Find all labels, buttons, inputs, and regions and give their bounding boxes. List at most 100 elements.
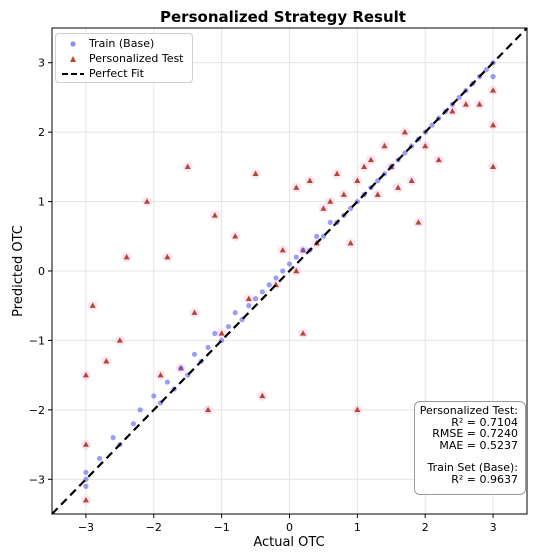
y-tick-label: −1: [29, 334, 45, 347]
train-point: [273, 275, 279, 281]
personalized-mae: MAE = 0.5237: [439, 438, 518, 452]
train-point: [429, 122, 435, 128]
legend-item-personalized-test: Personalized Test: [56, 52, 192, 66]
test-point: [191, 309, 198, 315]
train-point: [178, 365, 184, 371]
train-point: [259, 289, 265, 295]
test-point: [320, 205, 327, 211]
x-tick-label: −2: [146, 521, 162, 534]
test-point: [259, 392, 266, 399]
x-tick-label: −1: [214, 521, 230, 534]
test-point: [82, 496, 89, 503]
test-point: [252, 170, 259, 176]
y-tick-label: 3: [38, 57, 45, 70]
legend-label: Personalized Test: [89, 52, 184, 65]
train-point: [347, 205, 354, 212]
chart-title: Personalized Strategy Result: [160, 8, 406, 26]
test-point: [306, 177, 313, 183]
train-set-header: Train Set (Base):: [427, 461, 518, 474]
train-point: [280, 268, 286, 274]
axis-ticks: −3 −2 −1 0 1 2 3 −3 −2 −1 0 1 2 3: [29, 57, 497, 534]
train-point: [205, 344, 211, 350]
test-point: [340, 191, 347, 197]
test-point: [415, 219, 422, 225]
test-point: [232, 233, 239, 239]
test-point: [218, 330, 225, 336]
test-point: [184, 163, 191, 170]
legend-item-perfect-fit: Perfect Fit: [56, 67, 192, 81]
train-point: [246, 303, 252, 309]
test-point: [293, 267, 300, 274]
train-point: [456, 94, 462, 101]
test-point: [205, 406, 212, 413]
personalized-test-points: [80, 85, 499, 506]
test-point: [490, 87, 497, 93]
test-point: [211, 212, 218, 218]
x-tick-label: −3: [78, 521, 94, 534]
train-point: [130, 421, 137, 427]
legend-item-train: Train (Base): [56, 37, 192, 51]
train-point: [483, 67, 489, 73]
y-tick-label: −3: [29, 473, 45, 486]
test-point: [374, 191, 381, 197]
train-point: [151, 393, 157, 399]
y-tick-label: 0: [38, 265, 45, 278]
test-point: [490, 122, 497, 128]
y-tick-label: 2: [38, 126, 45, 139]
test-point: [476, 101, 483, 107]
y-axis-label: Predicted OTC: [11, 225, 26, 317]
train-point: [490, 74, 496, 80]
test-point: [82, 371, 89, 378]
test-point: [462, 101, 469, 107]
train-point: [137, 407, 143, 413]
train-r2: R² = 0.9637: [451, 472, 518, 486]
train-point: [293, 254, 299, 260]
train-point: [110, 435, 116, 441]
train-point: [225, 323, 232, 330]
train-point: [375, 178, 381, 184]
test-point: [354, 406, 361, 413]
test-point: [334, 170, 340, 176]
train-point: [191, 351, 198, 357]
test-point: [103, 358, 110, 364]
train-point: [212, 330, 218, 337]
test-point: [361, 163, 368, 170]
perfect-fit-line-segment: [51, 27, 528, 515]
x-tick-label: 2: [422, 521, 429, 534]
dashed-line-icon: [62, 73, 84, 75]
test-point: [164, 253, 171, 260]
train-point: [314, 233, 320, 239]
test-point: [435, 156, 442, 163]
circle-marker-icon: [70, 41, 76, 47]
train-point: [96, 455, 103, 462]
personalized-test-header: Personalized Test:: [419, 404, 518, 417]
x-tick-label: 3: [490, 521, 497, 534]
test-point: [293, 184, 300, 190]
perfect-fit-line: [51, 27, 528, 515]
test-point: [354, 177, 361, 183]
legend-label: Train (Base): [89, 37, 155, 50]
train-point: [402, 150, 408, 156]
y-tick-label: −2: [29, 404, 45, 417]
test-point: [449, 108, 456, 114]
test-point: [490, 163, 497, 170]
test-point: [401, 128, 408, 135]
test-point: [157, 371, 164, 378]
x-axis-label: Actual OTC: [253, 535, 324, 550]
train-point: [232, 310, 238, 316]
test-point: [279, 246, 286, 253]
train-point: [83, 469, 89, 475]
train-point: [327, 219, 333, 225]
train-point: [83, 483, 89, 489]
metrics-box: Personalized Test: R² = 0.7104 RMSE = 0.…: [414, 401, 526, 495]
personalized-r2: R² = 0.7104: [451, 415, 518, 429]
test-point: [395, 184, 402, 190]
test-point: [144, 198, 150, 204]
train-point: [266, 282, 272, 288]
test-point: [300, 330, 307, 336]
train-point: [286, 261, 293, 267]
legend: Train (Base) Personalized Test Perfect F…: [55, 33, 193, 83]
test-point: [381, 142, 388, 149]
test-point: [347, 240, 354, 246]
